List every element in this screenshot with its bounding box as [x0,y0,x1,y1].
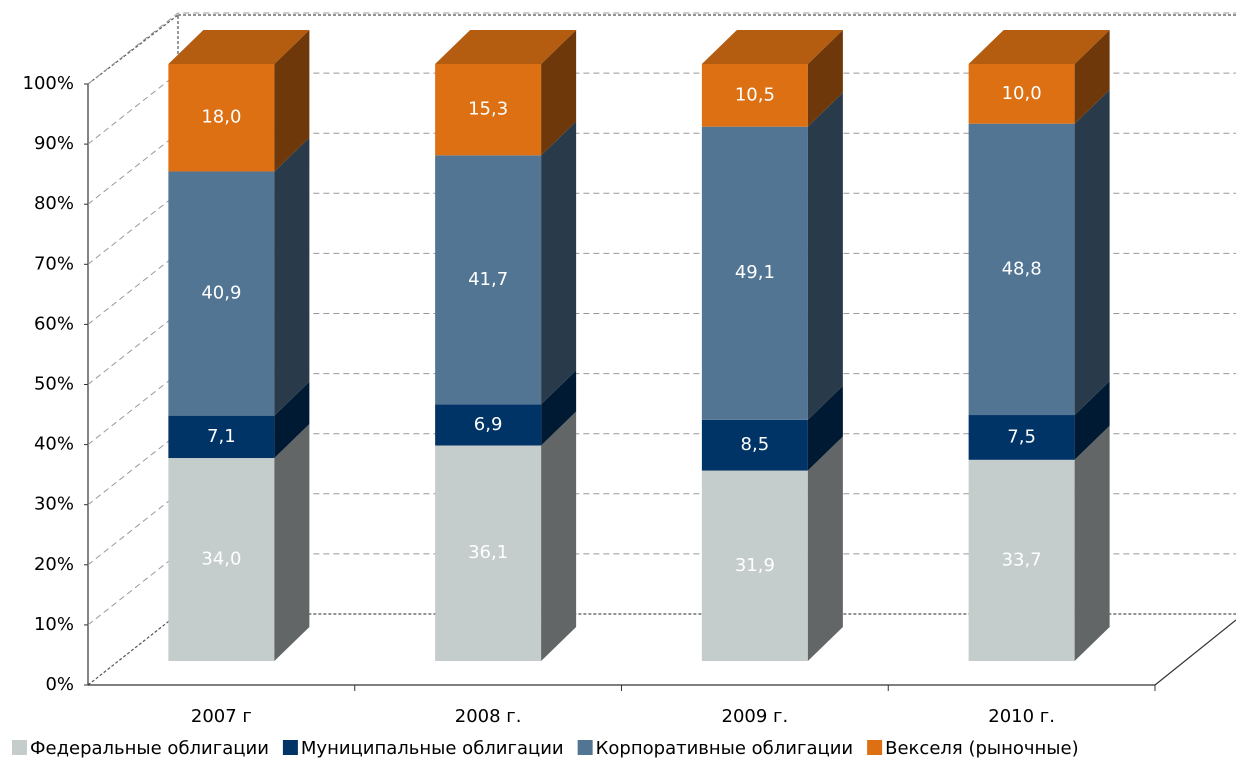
bar-side [1074,30,1110,124]
bar-side [807,385,843,471]
bar-side [541,30,577,156]
y-tick-label: 10% [34,614,74,635]
y-tick-label: 40% [34,434,74,455]
bar-segment [701,64,808,127]
bar-segment [968,459,1075,661]
x-tick-label: 2007 г [191,706,252,727]
data-label: 33,7 [1002,549,1042,570]
y-tick-label: 60% [34,313,74,334]
data-label: 8,5 [741,434,770,455]
x-tick-label: 2009 г. [722,706,789,727]
data-label: 10,0 [1002,83,1042,104]
x-tick-label: 2010 г. [988,706,1055,727]
legend-swatch [12,740,27,755]
bar-top [168,30,310,64]
legend-label: Корпоративные облигации [596,738,853,759]
y-tick-label: 0% [45,674,74,695]
y-tick-label: 70% [34,253,74,274]
bar-segment [168,171,275,416]
y-tick-label: 20% [34,554,74,575]
data-label: 18,0 [201,107,241,128]
grid-line [87,12,1236,85]
data-label: 48,8 [1002,258,1042,279]
legend-label: Муниципальные облигации [301,738,564,759]
bar-segment [968,123,1075,416]
bar-side [274,424,310,661]
legend-swatch [867,740,883,755]
data-label: 7,1 [207,426,236,447]
data-label: 10,5 [735,84,775,105]
legend-label: Федеральные облигации [30,738,269,759]
data-label: 49,1 [735,262,775,283]
data-label: 15,3 [468,99,508,120]
bar-segment [701,126,808,420]
legend-swatch [282,740,298,755]
bar-top [435,30,577,64]
y-tick-label: 80% [34,193,74,214]
data-label: 41,7 [468,269,508,290]
data-label: 7,5 [1007,426,1036,447]
bar-side [541,121,577,405]
bar-side [1074,425,1110,661]
bar-side [1074,89,1110,416]
bar-side [541,411,577,661]
data-label: 31,9 [735,555,775,576]
bar-segment [968,415,1075,460]
bar-side [541,370,577,446]
bar-top [968,30,1110,64]
y-tick-label: 100% [23,73,74,94]
bar-side [1074,381,1110,460]
bar-segment [701,419,808,471]
data-label: 40,9 [201,283,241,304]
bar-segment [168,458,275,661]
bar-segment [701,470,808,661]
bar-segment [435,445,542,661]
y-tick-label: 30% [34,494,74,515]
bar-segment [435,155,542,405]
bar-segment [968,64,1075,124]
legend-label: Векселя (рыночные) [885,738,1078,759]
bar-top [701,30,843,64]
bar-segment [168,64,275,172]
legend-swatch [577,740,593,755]
y-tick-label: 50% [34,374,74,395]
bar-side [807,92,843,420]
bar-segment [435,404,542,446]
bar-side [807,30,843,127]
data-label: 36,1 [468,542,508,563]
bar-side [274,30,310,172]
data-label: 34,0 [201,549,241,570]
bar-side [807,436,843,661]
data-label: 6,9 [474,414,503,435]
bar-segment [168,415,275,459]
x-tick-label: 2008 г. [455,706,522,727]
bar-segment [435,64,542,156]
bar-side [274,137,310,416]
y-tick-label: 90% [34,133,74,154]
bar-side [274,381,310,459]
